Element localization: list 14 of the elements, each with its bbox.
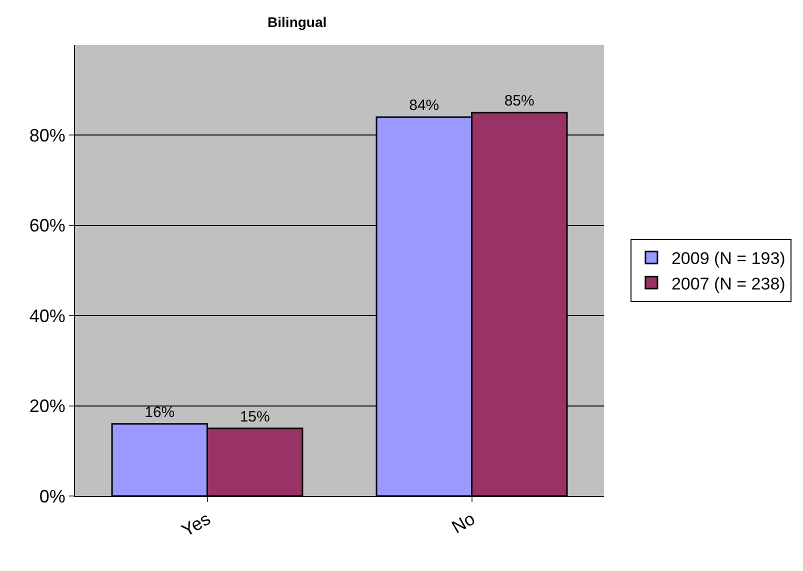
x-tick-label: Yes [178, 508, 214, 541]
x-tick-label: No [448, 508, 478, 538]
data-label: 15% [240, 408, 270, 426]
data-label: 84% [409, 97, 440, 114]
y-tick-label: 60% [29, 216, 66, 236]
chart-title: Bilingual [268, 14, 327, 30]
data-label: 85% [504, 92, 534, 110]
legend-label: 2009 (N = 193) [671, 249, 786, 268]
y-tick-label: 80% [29, 126, 66, 146]
y-tick-label: 0% [39, 486, 66, 506]
legend-label: 2007 (N = 238) [671, 274, 786, 294]
y-tick-label: 40% [29, 306, 66, 326]
data-label: 16% [144, 404, 175, 421]
y-tick-label: 20% [29, 396, 66, 416]
